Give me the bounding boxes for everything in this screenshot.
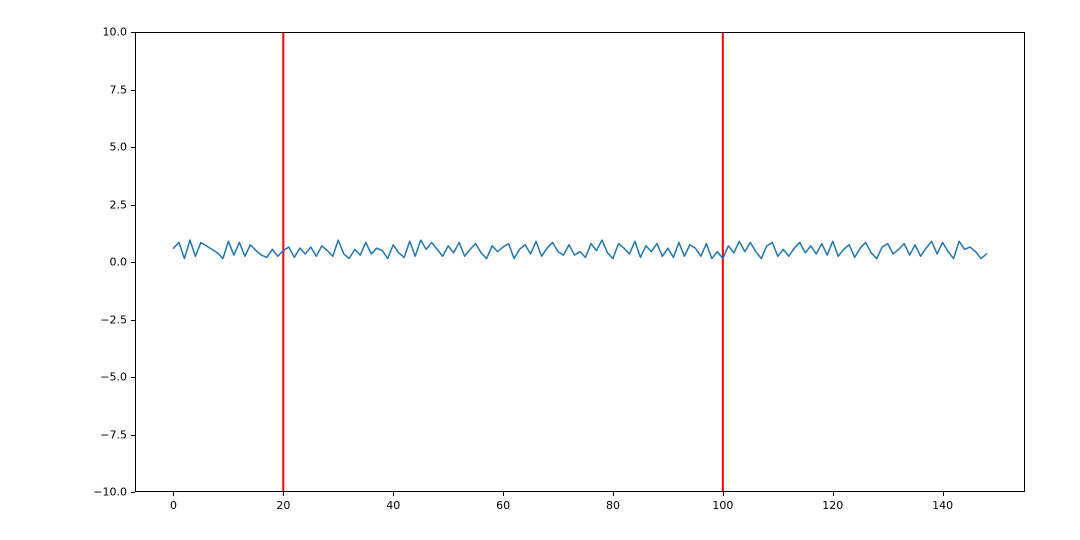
x-tick-label: 140: [932, 499, 953, 512]
y-tick-mark: [131, 32, 135, 33]
y-tick-mark: [131, 147, 135, 148]
x-tick-mark: [393, 492, 394, 496]
x-tick-mark: [833, 492, 834, 496]
x-tick-label: 120: [822, 499, 843, 512]
y-tick-mark: [131, 262, 135, 263]
y-tick-label: −5.0: [100, 371, 127, 384]
y-tick-mark: [131, 435, 135, 436]
x-tick-mark: [723, 492, 724, 496]
x-tick-label: 100: [712, 499, 733, 512]
y-tick-label: −7.5: [100, 428, 127, 441]
y-tick-label: −2.5: [100, 313, 127, 326]
y-tick-mark: [131, 377, 135, 378]
y-tick-mark: [131, 90, 135, 91]
x-tick-mark: [503, 492, 504, 496]
y-tick-label: 5.0: [110, 141, 128, 154]
x-tick-mark: [173, 492, 174, 496]
y-tick-label: 0.0: [110, 256, 128, 269]
x-tick-label: 60: [496, 499, 510, 512]
y-tick-mark: [131, 492, 135, 493]
y-tick-label: 7.5: [110, 83, 128, 96]
figure: −10.0 −7.5 −5.0 −2.5 0.0 2.5 5.0 7.5 10.0 0 20 40 60…: [0, 0, 1080, 540]
x-tick-label: 80: [606, 499, 620, 512]
series-signal: [173, 240, 986, 258]
y-tick-mark: [131, 205, 135, 206]
y-tick-mark: [131, 320, 135, 321]
y-tick-label: 2.5: [110, 198, 128, 211]
x-tick-mark: [613, 492, 614, 496]
x-tick-label: 40: [386, 499, 400, 512]
x-tick-mark: [283, 492, 284, 496]
y-tick-label: 10.0: [103, 26, 128, 39]
x-tick-label: 20: [276, 499, 290, 512]
y-tick-label: −10.0: [93, 486, 127, 499]
axes: −10.0−7.5−5.0−2.50.02.55.07.510.00204060…: [135, 32, 1025, 492]
plot-svg: [135, 32, 1025, 492]
x-tick-mark: [943, 492, 944, 496]
x-tick-label: 0: [170, 499, 177, 512]
